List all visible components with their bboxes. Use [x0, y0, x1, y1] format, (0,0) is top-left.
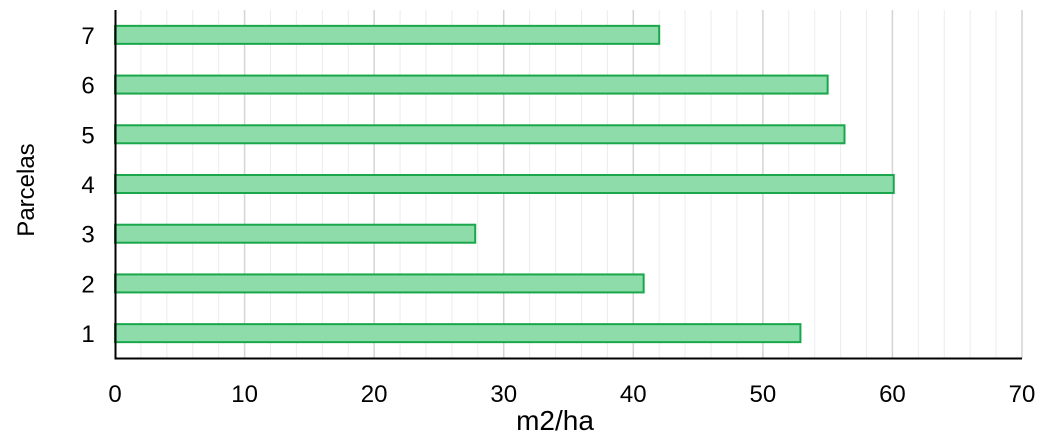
bar-parcela-6: [114, 74, 829, 95]
y-tick-label-4: 4: [81, 172, 94, 199]
y-tick-label-1: 1: [81, 321, 94, 348]
x-tick-label-0: 0: [108, 381, 121, 408]
bar-parcela-4: [114, 174, 895, 194]
bar-parcela-5: [114, 124, 846, 145]
bar-parcela-7: [114, 24, 661, 45]
x-tick-label-20: 20: [361, 381, 388, 408]
x-tick-label-40: 40: [620, 381, 647, 408]
x-tick-label-30: 30: [490, 381, 517, 408]
y-tick-label-5: 5: [81, 122, 94, 149]
x-axis-title: m2/ha: [516, 405, 594, 436]
x-tick-labels: 0 10 20 30 40 50 60 70: [108, 381, 1035, 408]
x-tick-label-50: 50: [750, 381, 777, 408]
bar-parcela-2: [114, 273, 645, 294]
y-tick-label-7: 7: [81, 23, 94, 50]
bar-parcela-3: [114, 223, 477, 244]
bars: [114, 24, 895, 344]
y-tick-label-2: 2: [81, 271, 94, 298]
x-tick-label-10: 10: [231, 381, 258, 408]
bar-parcela-1: [114, 323, 802, 344]
y-axis-title: Parcelas: [13, 143, 40, 236]
x-tick-label-70: 70: [1009, 381, 1036, 408]
x-tick-label-60: 60: [879, 381, 906, 408]
y-tick-label-6: 6: [81, 73, 94, 100]
y-tick-label-3: 3: [81, 222, 94, 249]
y-tick-labels: 1 2 3 4 5 6 7: [81, 23, 94, 348]
